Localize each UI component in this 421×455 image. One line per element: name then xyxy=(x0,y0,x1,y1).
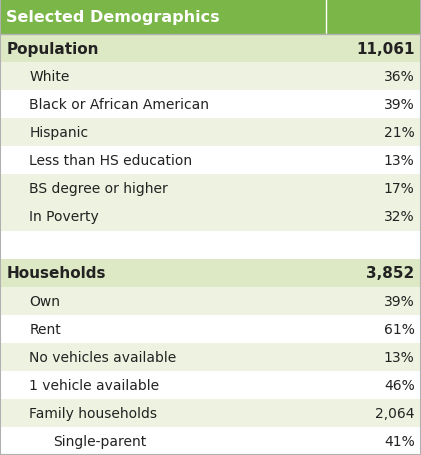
Bar xyxy=(0,175,421,203)
Bar xyxy=(0,399,421,427)
Text: Rent: Rent xyxy=(29,322,61,336)
Text: Less than HS education: Less than HS education xyxy=(29,154,192,168)
Text: 61%: 61% xyxy=(384,322,415,336)
Text: 13%: 13% xyxy=(384,350,415,364)
Text: 39%: 39% xyxy=(384,294,415,308)
Text: 39%: 39% xyxy=(384,98,415,112)
Bar xyxy=(0,259,421,287)
Text: Population: Population xyxy=(6,41,99,56)
Text: BS degree or higher: BS degree or higher xyxy=(29,182,168,196)
Text: White: White xyxy=(29,70,70,84)
Bar xyxy=(0,63,421,91)
Text: Selected Demographics: Selected Demographics xyxy=(6,10,220,25)
Text: 2,064: 2,064 xyxy=(375,406,415,420)
Bar xyxy=(0,119,421,147)
Text: In Poverty: In Poverty xyxy=(29,210,99,224)
Bar xyxy=(0,203,421,231)
Text: 21%: 21% xyxy=(384,126,415,140)
Bar xyxy=(0,427,421,455)
Bar xyxy=(0,315,421,343)
Text: 32%: 32% xyxy=(384,210,415,224)
Text: Single-parent: Single-parent xyxy=(53,434,146,448)
Text: 11,061: 11,061 xyxy=(356,41,415,56)
Text: No vehicles available: No vehicles available xyxy=(29,350,177,364)
Bar xyxy=(0,91,421,119)
Bar xyxy=(0,371,421,399)
Bar xyxy=(0,0,421,35)
Bar xyxy=(0,231,421,259)
Text: 3,852: 3,852 xyxy=(366,266,415,280)
Text: 13%: 13% xyxy=(384,154,415,168)
Text: 46%: 46% xyxy=(384,378,415,392)
Text: Own: Own xyxy=(29,294,61,308)
Bar xyxy=(0,35,421,63)
Text: 36%: 36% xyxy=(384,70,415,84)
Bar xyxy=(0,147,421,175)
Text: 17%: 17% xyxy=(384,182,415,196)
Text: Family households: Family households xyxy=(29,406,157,420)
Text: 41%: 41% xyxy=(384,434,415,448)
Bar xyxy=(0,343,421,371)
Text: Households: Households xyxy=(6,266,106,280)
Text: Black or African American: Black or African American xyxy=(29,98,210,112)
Text: 1 vehicle available: 1 vehicle available xyxy=(29,378,160,392)
Bar xyxy=(0,287,421,315)
Text: Hispanic: Hispanic xyxy=(29,126,88,140)
